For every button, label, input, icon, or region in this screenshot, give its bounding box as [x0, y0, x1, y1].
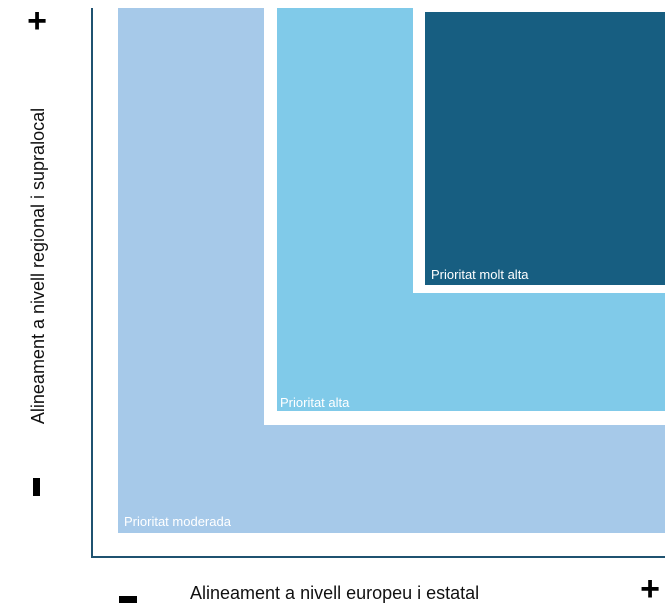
- label-high-priority: Prioritat alta: [280, 395, 350, 410]
- y-axis-plus-sign: +: [27, 2, 47, 40]
- x-axis-line: [91, 556, 665, 558]
- x-axis-minus-sign: [119, 596, 137, 603]
- y-axis-title: Alineament a nivell regional i supraloca…: [28, 107, 48, 425]
- y-axis-minus-sign: [33, 478, 40, 496]
- y-axis-line: [91, 8, 93, 558]
- zone-very-high-priority: [425, 12, 665, 285]
- label-very-high-priority: Prioritat molt alta: [431, 267, 529, 282]
- label-moderate-priority: Prioritat moderada: [124, 514, 231, 529]
- x-axis-plus-sign: +: [640, 570, 660, 608]
- x-axis-title: Alineament a nivell europeu i estatal: [190, 583, 480, 603]
